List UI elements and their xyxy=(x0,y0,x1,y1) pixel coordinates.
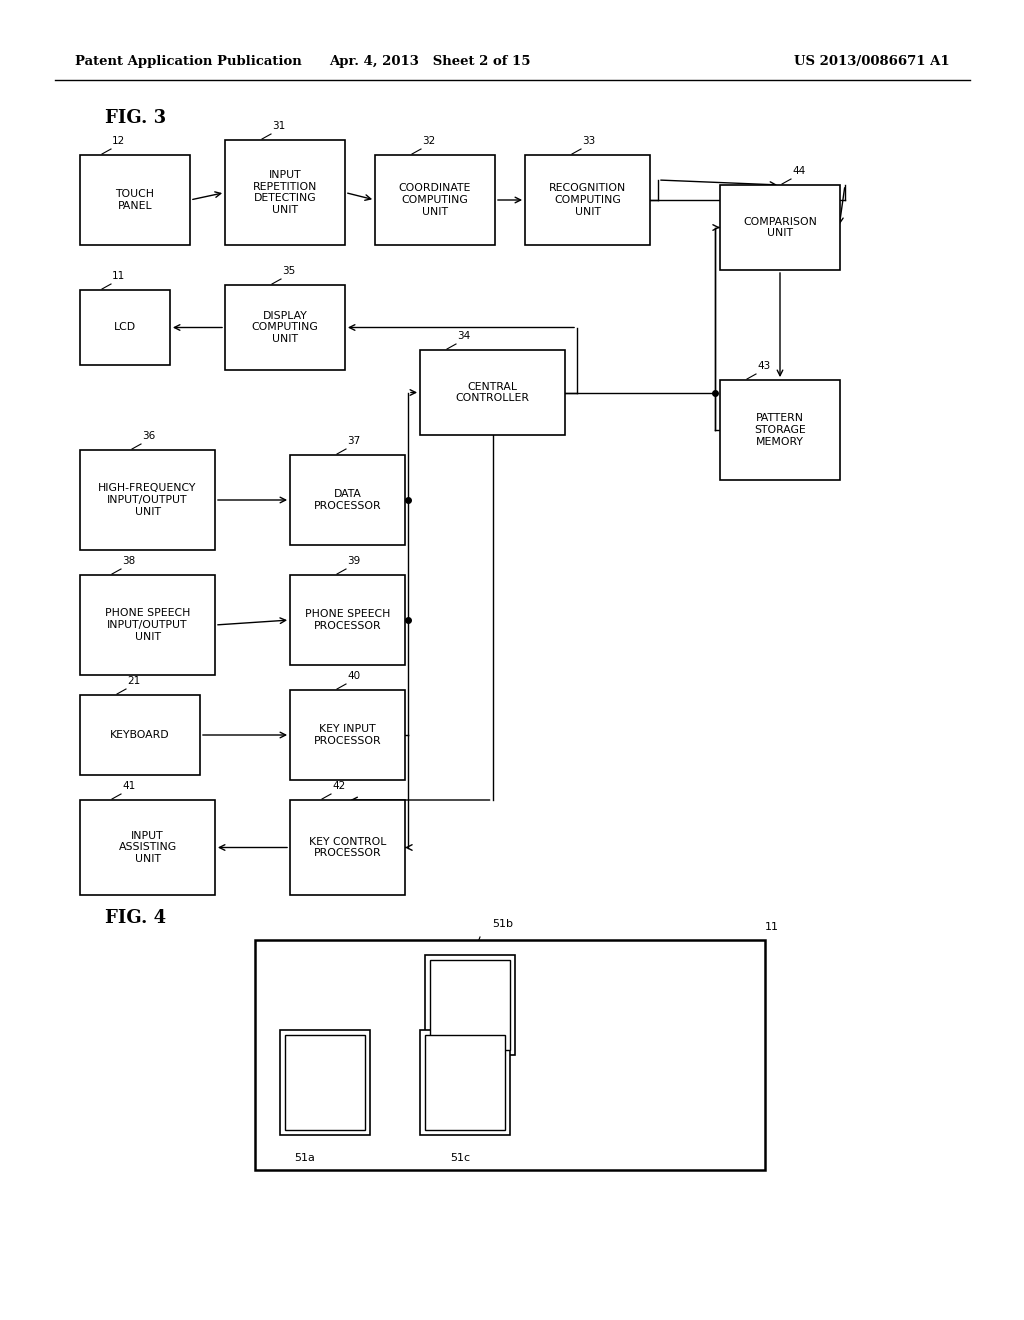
Text: 38: 38 xyxy=(122,556,135,566)
Text: RECOGNITION
COMPUTING
UNIT: RECOGNITION COMPUTING UNIT xyxy=(549,183,626,216)
Text: 32: 32 xyxy=(422,136,435,147)
Bar xyxy=(290,576,406,665)
Text: 34: 34 xyxy=(457,331,470,341)
Text: 35: 35 xyxy=(282,267,295,276)
Text: 11: 11 xyxy=(112,271,125,281)
Text: KEYBOARD: KEYBOARD xyxy=(111,730,170,741)
Text: 12: 12 xyxy=(112,136,125,147)
Bar xyxy=(290,690,406,780)
Bar xyxy=(80,154,190,246)
Text: 51c: 51c xyxy=(450,1152,470,1163)
Bar xyxy=(430,960,510,1049)
Text: PATTERN
STORAGE
MEMORY: PATTERN STORAGE MEMORY xyxy=(754,413,806,446)
Text: 37: 37 xyxy=(347,436,360,446)
Text: KEY INPUT
PROCESSOR: KEY INPUT PROCESSOR xyxy=(313,725,381,746)
Text: KEY CONTROL
PROCESSOR: KEY CONTROL PROCESSOR xyxy=(309,837,386,858)
Text: 21: 21 xyxy=(127,676,140,686)
Bar xyxy=(420,350,565,436)
Bar xyxy=(225,140,345,246)
Text: 43: 43 xyxy=(757,360,770,371)
Text: 41: 41 xyxy=(122,781,135,791)
Text: INPUT
REPETITION
DETECTING
UNIT: INPUT REPETITION DETECTING UNIT xyxy=(253,170,317,215)
Text: PHONE SPEECH
INPUT/OUTPUT
UNIT: PHONE SPEECH INPUT/OUTPUT UNIT xyxy=(104,609,190,642)
Text: 11: 11 xyxy=(765,921,779,932)
Text: US 2013/0086671 A1: US 2013/0086671 A1 xyxy=(795,55,950,69)
Text: Patent Application Publication: Patent Application Publication xyxy=(75,55,302,69)
Text: CENTRAL
CONTROLLER: CENTRAL CONTROLLER xyxy=(456,381,529,404)
Text: 51b: 51b xyxy=(492,919,513,929)
Bar xyxy=(225,285,345,370)
Text: COMPARISON
UNIT: COMPARISON UNIT xyxy=(743,216,817,239)
Text: FIG. 4: FIG. 4 xyxy=(105,909,166,927)
Text: LCD: LCD xyxy=(114,322,136,333)
Bar xyxy=(280,1030,370,1135)
Text: 31: 31 xyxy=(272,121,286,131)
Bar xyxy=(525,154,650,246)
Bar xyxy=(375,154,495,246)
Bar xyxy=(80,696,200,775)
Bar xyxy=(80,450,215,550)
Text: COORDINATE
COMPUTING
UNIT: COORDINATE COMPUTING UNIT xyxy=(398,183,471,216)
Text: 40: 40 xyxy=(347,671,360,681)
Text: 36: 36 xyxy=(142,432,156,441)
Text: FIG. 3: FIG. 3 xyxy=(105,110,166,127)
Text: PHONE SPEECH
PROCESSOR: PHONE SPEECH PROCESSOR xyxy=(305,610,390,631)
Text: DATA
PROCESSOR: DATA PROCESSOR xyxy=(313,490,381,511)
Bar xyxy=(255,940,765,1170)
Text: INPUT
ASSISTING
UNIT: INPUT ASSISTING UNIT xyxy=(119,830,176,865)
Bar xyxy=(425,954,515,1055)
Bar xyxy=(285,1035,365,1130)
Text: DISPLAY
COMPUTING
UNIT: DISPLAY COMPUTING UNIT xyxy=(252,312,318,345)
Text: 33: 33 xyxy=(582,136,595,147)
Text: 44: 44 xyxy=(792,166,805,176)
Text: 42: 42 xyxy=(332,781,345,791)
Text: HIGH-FREQUENCY
INPUT/OUTPUT
UNIT: HIGH-FREQUENCY INPUT/OUTPUT UNIT xyxy=(98,483,197,516)
Text: TOUCH
PANEL: TOUCH PANEL xyxy=(116,189,155,211)
Bar xyxy=(80,290,170,366)
Bar xyxy=(80,800,215,895)
Text: 51a: 51a xyxy=(295,1152,315,1163)
Bar xyxy=(290,455,406,545)
Bar xyxy=(420,1030,510,1135)
Text: 39: 39 xyxy=(347,556,360,566)
Bar xyxy=(720,380,840,480)
Bar xyxy=(425,1035,505,1130)
Bar xyxy=(720,185,840,271)
Bar xyxy=(80,576,215,675)
Text: Apr. 4, 2013   Sheet 2 of 15: Apr. 4, 2013 Sheet 2 of 15 xyxy=(330,55,530,69)
Bar xyxy=(290,800,406,895)
